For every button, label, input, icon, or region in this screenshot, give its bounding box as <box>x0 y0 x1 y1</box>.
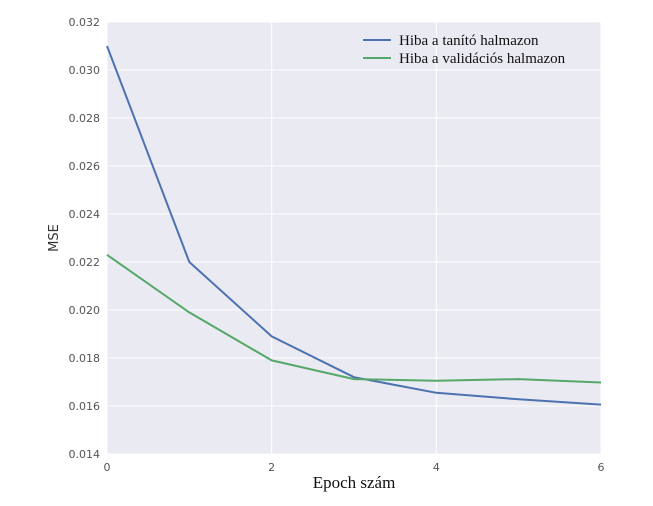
y-tick-label: 0.026 <box>69 160 101 173</box>
series-line-validation <box>106 253 602 384</box>
y-tick-label: 0.028 <box>69 112 101 125</box>
y-tick-label: 0.018 <box>69 352 101 365</box>
series-line-training <box>106 45 602 406</box>
y-tick-label: 0.022 <box>69 256 101 269</box>
y-tick-label: 0.030 <box>69 64 101 77</box>
y-tick-label: 0.014 <box>69 448 101 461</box>
y-tick-label: 0.020 <box>69 304 101 317</box>
x-tick-labels: 0 2 4 6 <box>104 461 605 474</box>
series-lines <box>106 45 602 406</box>
y-tick-label: 0.024 <box>69 208 101 221</box>
legend: Hiba a tanító halmazon Hiba a validációs … <box>363 33 566 67</box>
plot-background <box>107 22 601 454</box>
x-axis-label: Epoch szám <box>313 473 396 492</box>
x-tick-label: 4 <box>433 461 440 474</box>
x-tick-label: 6 <box>598 461 605 474</box>
y-axis-label: MSE <box>47 224 62 252</box>
y-tick-label: 0.032 <box>69 16 101 29</box>
grid-lines <box>106 21 602 455</box>
legend-label-validation: Hiba a validációs halmazon <box>399 51 566 67</box>
x-tick-label: 0 <box>104 461 111 474</box>
legend-label-training: Hiba a tanító halmazon <box>399 33 539 49</box>
y-tick-labels: 0.014 0.016 0.018 0.020 0.022 0.024 0.026 0.028… <box>69 16 101 461</box>
x-tick-label: 2 <box>268 461 275 474</box>
y-tick-label: 0.016 <box>69 400 101 413</box>
